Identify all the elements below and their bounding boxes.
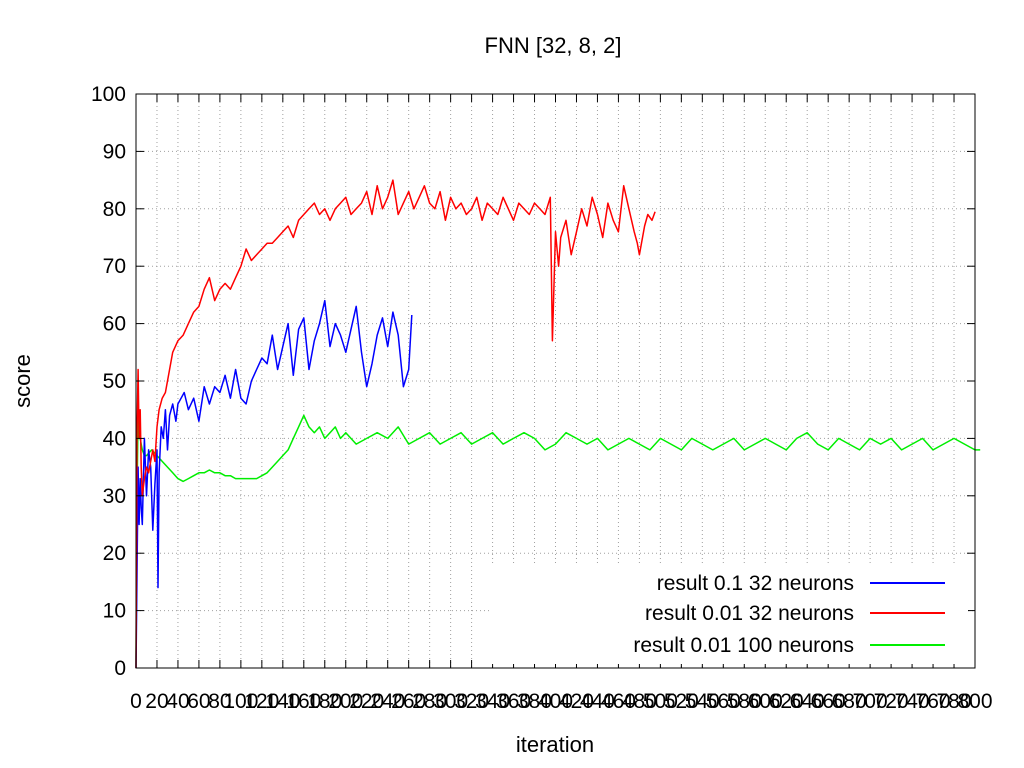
series-line-result-0-01-100-neurons <box>135 414 981 669</box>
y-tick-label: 50 <box>103 370 126 393</box>
y-tick-label: 100 <box>91 83 126 106</box>
x-tick-label: 380 <box>517 690 552 713</box>
x-tick-label: 580 <box>727 690 762 713</box>
x-tick-label: 240 <box>370 690 405 713</box>
x-tick-label: 640 <box>790 690 825 713</box>
x-tick-label: 220 <box>349 690 384 713</box>
legend-entry: result 0.01 100 neurons <box>633 634 945 657</box>
x-tick-label: 600 <box>748 690 783 713</box>
legend: result 0.1 32 neurons result 0.01 32 neu… <box>490 566 968 664</box>
x-tick-label: 340 <box>475 690 510 713</box>
x-tick-label: 300 <box>433 690 468 713</box>
x-tick-label: 420 <box>559 690 594 713</box>
x-tick-label: 180 <box>307 690 342 713</box>
y-tick-label: 10 <box>103 600 126 623</box>
x-tick-label: 660 <box>811 690 846 713</box>
x-tick-label: 540 <box>685 690 720 713</box>
x-tick-label: 160 <box>286 690 321 713</box>
y-tick-label: 20 <box>103 542 126 565</box>
x-tick-label: 800 <box>957 690 992 713</box>
x-tick-label: 620 <box>769 690 804 713</box>
x-tick-label: 80 <box>208 690 231 713</box>
x-tick-label: 780 <box>937 690 972 713</box>
series-layer <box>135 179 981 669</box>
legend-entry: result 0.01 32 neurons <box>645 602 945 625</box>
x-tick-label: 400 <box>538 690 573 713</box>
y-tick-label: 30 <box>103 485 126 508</box>
x-tick-label: 480 <box>622 690 657 713</box>
x-tick-label: 140 <box>265 690 300 713</box>
legend-entry: result 0.1 32 neurons <box>657 572 945 595</box>
x-tick-label: 720 <box>874 690 909 713</box>
x-tick-label: 360 <box>496 690 531 713</box>
x-tick-label: 760 <box>916 690 951 713</box>
x-tick-label: 440 <box>580 690 615 713</box>
y-axis-label: score <box>10 354 35 408</box>
x-tick-label: 200 <box>328 690 363 713</box>
x-tick-label: 560 <box>706 690 741 713</box>
y-tick-label: 80 <box>103 198 126 221</box>
legend-label: result 0.01 32 neurons <box>645 602 854 625</box>
x-tick-label: 0 <box>130 690 142 713</box>
x-tick-label: 700 <box>853 690 888 713</box>
series-line-result-0-01-32-neurons <box>135 179 656 669</box>
y-tick-label: 0 <box>114 657 126 680</box>
y-tick-label: 70 <box>103 255 126 278</box>
x-tick-label: 120 <box>244 690 279 713</box>
x-tick-label: 320 <box>454 690 489 713</box>
x-tick-label: 60 <box>187 690 210 713</box>
x-tick-label: 520 <box>664 690 699 713</box>
x-tick-label: 500 <box>643 690 678 713</box>
x-tick-label: 680 <box>832 690 867 713</box>
y-tick-label: 90 <box>103 140 126 163</box>
x-tick-label: 20 <box>145 690 168 713</box>
x-tick-label: 260 <box>391 690 426 713</box>
series-line-result-0-1-32-neurons <box>135 299 413 669</box>
x-tick-label: 280 <box>412 690 447 713</box>
y-tick-label: 40 <box>103 427 126 450</box>
x-tick-label: 460 <box>601 690 636 713</box>
x-tick-label: 100 <box>223 690 258 713</box>
legend-label: result 0.01 100 neurons <box>633 634 854 657</box>
chart-title: FNN [32, 8, 2] <box>485 33 622 58</box>
legend-label: result 0.1 32 neurons <box>657 572 854 595</box>
x-axis-label: iteration <box>516 732 594 757</box>
y-tick-label: 60 <box>103 313 126 336</box>
x-tick-label: 740 <box>895 690 930 713</box>
x-tick-label: 40 <box>166 690 189 713</box>
